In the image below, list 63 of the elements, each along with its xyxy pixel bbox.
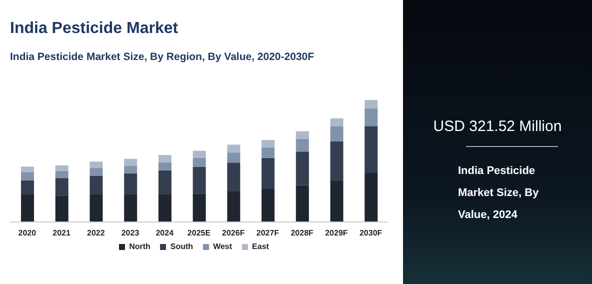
bar xyxy=(124,166,138,174)
bar xyxy=(330,180,344,222)
legend-label: North xyxy=(129,242,150,251)
x-tick-label: 2024 xyxy=(156,228,174,238)
bar xyxy=(90,176,103,195)
bar xyxy=(364,172,378,222)
bar xyxy=(227,192,240,222)
bar xyxy=(296,138,309,152)
bar xyxy=(330,118,344,126)
bar xyxy=(90,194,103,222)
x-tick-label: 2020 xyxy=(18,228,37,238)
bar xyxy=(262,189,275,222)
bar xyxy=(227,162,240,192)
x-tick-label: 2026F xyxy=(222,228,245,238)
bar xyxy=(90,162,103,168)
x-tick-label: 2027F xyxy=(256,228,280,238)
bar xyxy=(55,170,68,178)
bar xyxy=(158,162,172,171)
x-tick-label: 2029F xyxy=(325,228,348,238)
bar xyxy=(21,172,34,180)
bar xyxy=(21,166,34,172)
bar xyxy=(296,152,309,186)
bar xyxy=(192,194,206,222)
text: India Pesticide Market Size, By Value, 2024 xyxy=(458,164,540,223)
text: USD 321.52 Million xyxy=(432,118,563,135)
bar xyxy=(192,150,206,158)
chart-subtitle: India Pesticide Market Size, By Region, By Value, 2020-2030F xyxy=(10,51,314,63)
bar xyxy=(55,178,68,196)
bar xyxy=(262,140,275,148)
legend-label: West xyxy=(213,242,232,251)
bar xyxy=(262,158,275,190)
bar xyxy=(124,194,138,222)
bar xyxy=(227,152,240,163)
bar xyxy=(124,158,138,166)
legend-label: South xyxy=(170,242,194,251)
x-tick-label: 2028F xyxy=(290,228,314,238)
bar xyxy=(192,158,206,167)
bar xyxy=(55,196,68,222)
bar xyxy=(158,170,172,195)
bar xyxy=(192,166,206,194)
bar xyxy=(364,108,378,126)
bar xyxy=(90,168,103,176)
bar xyxy=(364,100,378,109)
bar xyxy=(296,131,309,139)
x-tick-label: 2025E xyxy=(187,228,212,238)
x-tick-label: 2023 xyxy=(121,228,140,238)
bar xyxy=(227,144,240,153)
bar xyxy=(158,194,172,222)
x-tick-label: 2021 xyxy=(52,228,71,238)
bar xyxy=(21,180,34,195)
bar xyxy=(330,126,344,142)
bar xyxy=(21,194,34,222)
legend-label: East xyxy=(252,242,269,251)
bar xyxy=(124,173,138,195)
x-tick-label: 2022 xyxy=(87,228,106,238)
bar xyxy=(296,185,309,222)
bar xyxy=(262,147,275,158)
bar xyxy=(364,126,378,173)
bar xyxy=(330,141,344,180)
bar xyxy=(55,165,68,171)
bar xyxy=(158,155,172,162)
chart-title: India Pesticide Market xyxy=(10,20,178,38)
x-tick-label: 2030F xyxy=(359,228,382,238)
